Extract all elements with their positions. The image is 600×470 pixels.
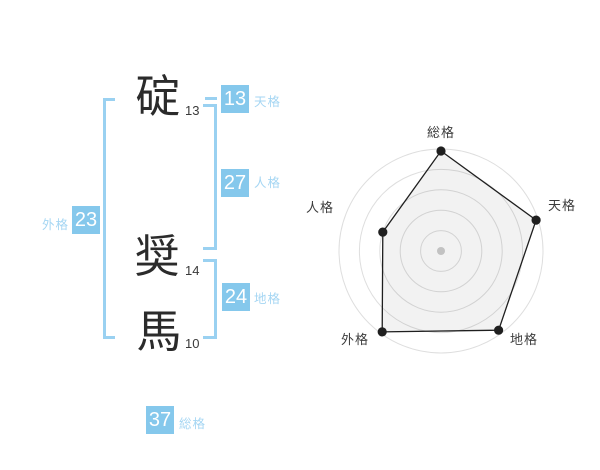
- gaikaku-badge: 23: [72, 206, 100, 234]
- radar-data-polygon: [381, 150, 537, 333]
- radar-vertex-dot: [377, 327, 387, 337]
- chikaku-bracket: [203, 259, 217, 339]
- radar-vertex-dot: [494, 325, 504, 335]
- radar-axis-label-soukaku: 総格: [427, 125, 456, 140]
- gaikaku-label: 外格: [42, 218, 70, 232]
- gaikaku-bracket: [103, 98, 115, 339]
- kanji-char: 奨: [134, 231, 180, 282]
- jinkaku-bracket: [203, 104, 217, 250]
- radar-chart: [338, 146, 544, 354]
- kanji-char: 碇: [135, 71, 181, 122]
- tenkaku-label: 天格: [254, 95, 282, 109]
- radar-ring: [420, 230, 462, 272]
- jinkaku-badge: 27: [221, 169, 249, 197]
- jinkaku-label: 人格: [254, 176, 282, 190]
- soukaku-badge: 37: [146, 406, 174, 434]
- stroke-count: 10: [185, 336, 200, 351]
- radar-vertex-dot: [436, 146, 446, 156]
- radar-ring: [399, 209, 483, 293]
- radar-axis-label-chikaku: 地格: [510, 332, 539, 347]
- radar-vertex-dot: [531, 215, 541, 225]
- radar-ring: [358, 168, 524, 334]
- chikaku-badge: 24: [222, 283, 250, 311]
- stroke-count: 14: [185, 263, 200, 278]
- radar-vertex-dot: [378, 227, 388, 237]
- radar-axis-label-jinkaku: 人格: [306, 200, 335, 215]
- tenkaku-connector: [205, 97, 217, 100]
- radar-axis-label-gaikaku: 外格: [341, 332, 370, 347]
- radar-axis-label-tenkaku: 天格: [548, 198, 577, 213]
- chikaku-label: 地格: [254, 292, 282, 306]
- soukaku-label: 総格: [179, 417, 207, 431]
- tenkaku-badge: 13: [221, 85, 249, 113]
- kanji-char: 馬: [136, 306, 182, 357]
- radar-ring: [379, 189, 503, 313]
- radar-center-dot: [437, 247, 445, 255]
- stroke-count: 13: [185, 103, 200, 118]
